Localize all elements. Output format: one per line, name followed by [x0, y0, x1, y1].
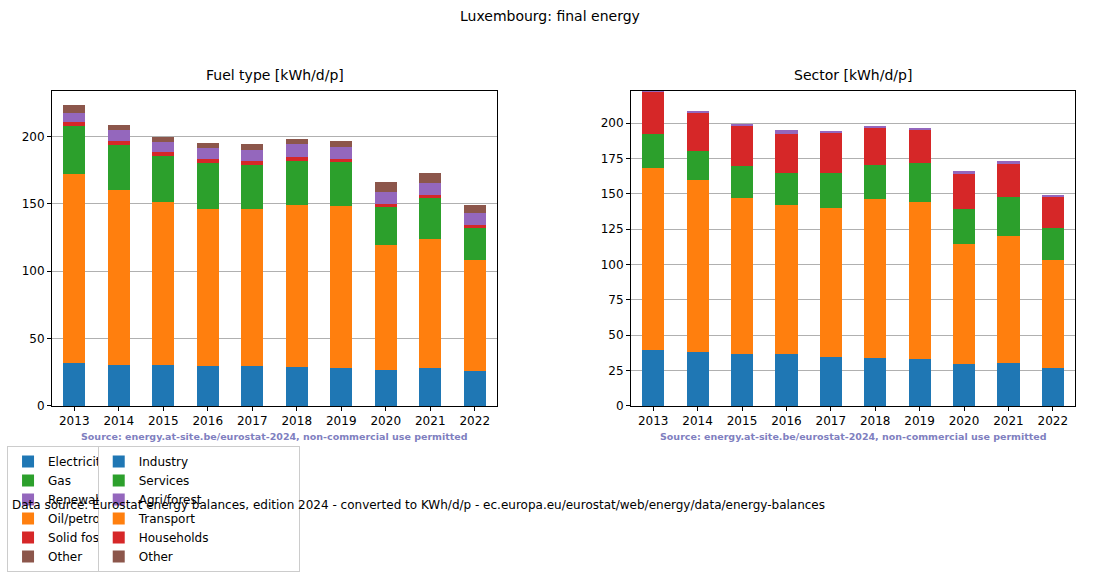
svg-text:2015: 2015 [727, 414, 758, 428]
svg-text:25: 25 [608, 364, 623, 378]
svg-text:Agri/forest: Agri/forest [139, 493, 202, 507]
svg-text:2018: 2018 [281, 414, 312, 428]
svg-text:2013: 2013 [59, 414, 90, 428]
svg-text:75: 75 [608, 293, 623, 307]
svg-text:200: 200 [601, 116, 624, 130]
svg-text:Services: Services [139, 474, 190, 488]
svg-text:Renewables & biofuel: Renewables & biofuel [48, 493, 178, 508]
svg-text:2014: 2014 [682, 414, 713, 428]
svg-text:2016: 2016 [192, 414, 223, 428]
svg-text:200: 200 [22, 130, 45, 144]
svg-text:Oil/petrol: Oil/petrol [48, 512, 103, 526]
svg-text:150: 150 [22, 197, 45, 211]
svg-text:Solid fossil: Solid fossil [48, 531, 112, 546]
svg-text:2022: 2022 [459, 414, 490, 428]
svg-text:Households: Households [139, 531, 209, 545]
svg-text:2019: 2019 [904, 414, 935, 428]
svg-text:100: 100 [601, 258, 624, 272]
svg-text:Other: Other [48, 550, 82, 564]
svg-text:2021: 2021 [993, 414, 1024, 428]
svg-text:Data source: Eurostat energy b: Data source: Eurostat energy balances, e… [12, 498, 825, 512]
svg-text:Other: Other [139, 550, 173, 564]
svg-text:2022: 2022 [1038, 414, 1069, 428]
svg-text:Fuel type [kWh/d/p]: Fuel type [kWh/d/p] [206, 67, 344, 83]
svg-text:Source: energy.at-site.be/euro: Source: energy.at-site.be/eurostat-2024,… [660, 431, 1047, 442]
svg-text:0: 0 [616, 399, 624, 413]
svg-text:Industry: Industry [139, 455, 188, 469]
svg-text:2014: 2014 [103, 414, 134, 428]
svg-text:50: 50 [29, 332, 44, 346]
svg-text:2016: 2016 [771, 414, 802, 428]
svg-text:2021: 2021 [415, 414, 446, 428]
svg-text:150: 150 [601, 187, 624, 201]
svg-text:2020: 2020 [949, 414, 980, 428]
svg-text:Luxembourg: final energy: Luxembourg: final energy [460, 8, 640, 24]
svg-text:Gas: Gas [48, 474, 71, 488]
svg-text:2013: 2013 [638, 414, 669, 428]
svg-text:125: 125 [601, 222, 624, 236]
svg-text:175: 175 [601, 152, 624, 166]
svg-text:2017: 2017 [816, 414, 847, 428]
svg-text:50: 50 [608, 328, 623, 342]
svg-text:2019: 2019 [326, 414, 357, 428]
svg-text:2020: 2020 [370, 414, 401, 428]
svg-text:2015: 2015 [148, 414, 179, 428]
svg-text:Electricity: Electricity [48, 455, 108, 470]
svg-text:Source: energy.at-site.be/euro: Source: energy.at-site.be/eurostat-2024,… [81, 431, 468, 442]
svg-text:Sector [kWh/d/p]: Sector [kWh/d/p] [794, 67, 912, 83]
svg-text:Transport: Transport [138, 512, 196, 526]
svg-text:0: 0 [37, 399, 45, 413]
svg-text:100: 100 [22, 264, 45, 278]
svg-text:2018: 2018 [860, 414, 891, 428]
svg-text:2017: 2017 [237, 414, 268, 428]
